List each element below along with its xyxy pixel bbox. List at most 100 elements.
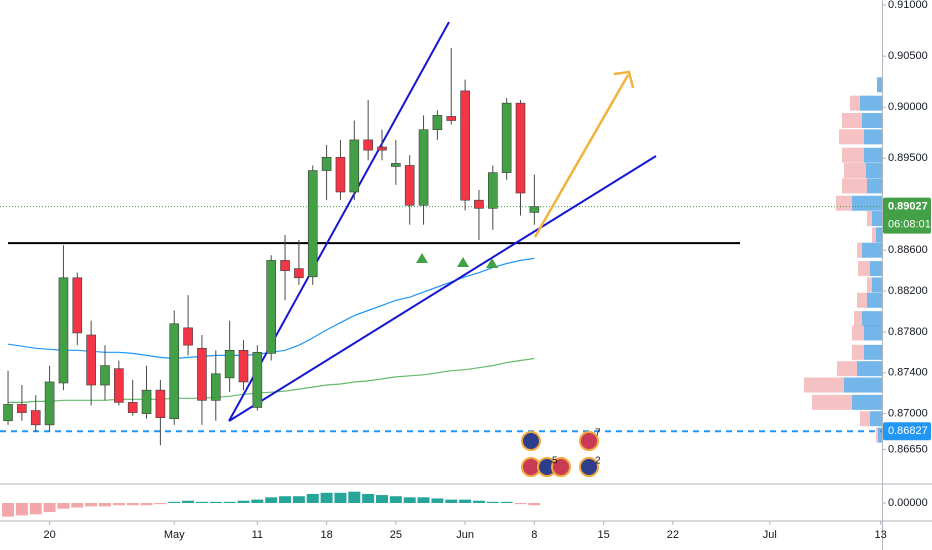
candle-body xyxy=(169,323,180,420)
candle-body xyxy=(321,156,332,171)
macd-bar xyxy=(15,503,28,516)
candle-body xyxy=(58,277,69,384)
y-tick-label: 0.90500 xyxy=(888,50,928,62)
volume-down xyxy=(850,95,860,111)
volume-down xyxy=(860,411,870,427)
candle-body xyxy=(155,389,166,419)
macd-bar xyxy=(403,497,416,503)
volume-down xyxy=(842,178,867,194)
moving-average xyxy=(8,357,535,403)
macd-bar xyxy=(29,503,42,515)
candle-body xyxy=(44,381,55,426)
event-icon[interactable] xyxy=(551,457,571,477)
macd-bar xyxy=(71,503,84,508)
macd-bar xyxy=(348,491,361,503)
volume-up xyxy=(860,95,882,111)
candle-body xyxy=(294,268,304,279)
macd-bar xyxy=(431,498,444,503)
volume-down xyxy=(867,211,872,227)
volume-down xyxy=(876,427,878,443)
volume-up xyxy=(867,178,882,194)
events[interactable]: 7 5 2 xyxy=(521,428,601,477)
macd-bar xyxy=(472,500,485,503)
candle-body xyxy=(252,352,263,408)
candle-body xyxy=(460,90,470,201)
volume-down xyxy=(852,344,864,360)
x-tick-label: 20 xyxy=(43,529,55,541)
macd-bar xyxy=(43,503,56,513)
y-tick-label: 0.00000 xyxy=(888,497,928,509)
x-tick-label: 18 xyxy=(320,529,332,541)
candle-body xyxy=(72,277,83,334)
candle-body xyxy=(391,163,401,167)
candle-body xyxy=(141,389,152,414)
volume-up xyxy=(862,311,882,327)
volume-up xyxy=(867,292,882,308)
volume-up xyxy=(864,344,882,360)
macd-bar xyxy=(112,503,125,506)
signal-arrow xyxy=(416,253,428,263)
macd-bar xyxy=(168,501,181,503)
candle-body xyxy=(17,404,27,413)
macd-bar xyxy=(57,503,70,509)
candle-body xyxy=(474,199,484,209)
trend-line[interactable] xyxy=(228,155,657,422)
y-tick-label: 0.88600 xyxy=(888,244,928,256)
macd-bar xyxy=(389,496,402,503)
macd-bar xyxy=(445,499,458,503)
macd-bar xyxy=(459,499,472,503)
macd-bar xyxy=(209,501,222,503)
candle-body xyxy=(86,334,96,386)
volume-up xyxy=(870,411,882,427)
macd-bar xyxy=(2,503,15,517)
volume-up xyxy=(862,113,882,129)
volume-down xyxy=(867,277,872,293)
volume-down xyxy=(804,377,844,393)
macd-bar xyxy=(251,499,264,503)
alert-price-tag xyxy=(883,422,931,441)
candle-body xyxy=(224,349,235,379)
candle-body xyxy=(377,146,387,151)
macd-bar xyxy=(237,500,250,503)
volume-down xyxy=(839,129,864,145)
macd-bar xyxy=(140,503,153,506)
volume-up xyxy=(864,147,882,163)
x-tick-label: 22 xyxy=(667,529,679,541)
macd-bar xyxy=(417,497,430,503)
macd-bar xyxy=(320,492,333,503)
volume-up xyxy=(852,195,882,211)
candle-body xyxy=(114,368,124,403)
y-tick-label: 0.89500 xyxy=(888,152,928,164)
candle-body xyxy=(238,349,249,383)
volume-down xyxy=(858,261,870,277)
volume-up xyxy=(870,261,882,277)
candle-body xyxy=(307,170,318,278)
candle-body xyxy=(432,115,443,131)
event-icon[interactable] xyxy=(579,457,599,477)
projection-arrow[interactable] xyxy=(533,70,635,238)
event-icon[interactable] xyxy=(521,431,541,451)
y-tick-label: 0.87000 xyxy=(888,408,928,420)
candle-body xyxy=(488,172,498,209)
candle-body xyxy=(30,410,41,426)
volume-up xyxy=(876,227,882,243)
macd-bar xyxy=(126,503,139,506)
macd-bar xyxy=(528,503,541,506)
macd-bar xyxy=(223,501,236,503)
y-tick-label: 0.87800 xyxy=(888,326,928,338)
candle-body xyxy=(127,402,138,413)
event-icon[interactable] xyxy=(579,431,599,451)
last-price-label: 0.89027 xyxy=(888,201,928,213)
event-count: 5 xyxy=(552,456,558,467)
macd-bar xyxy=(375,495,388,503)
macd-bar xyxy=(514,503,527,505)
macd-bar xyxy=(265,497,278,503)
y-tick-label: 0.88200 xyxy=(888,285,928,297)
candle-body xyxy=(529,206,540,213)
candle-body xyxy=(210,373,221,401)
volume-up xyxy=(864,325,882,341)
candle-body xyxy=(363,139,373,151)
volume-down xyxy=(857,292,867,308)
countdown: 06:08:01 xyxy=(888,219,931,231)
trend-line[interactable] xyxy=(228,21,450,422)
